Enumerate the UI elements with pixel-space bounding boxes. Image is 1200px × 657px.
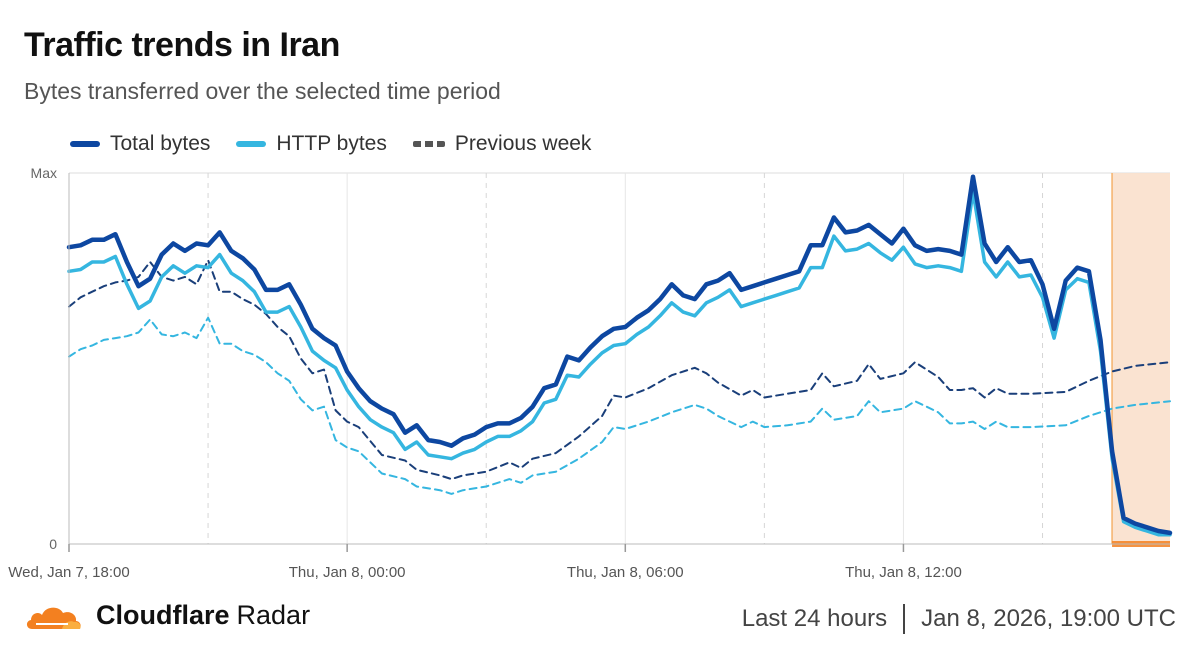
time-range-info: Last 24 hours Jan 8, 2026, 19:00 UTC — [742, 604, 1176, 634]
series-previous-http — [68, 316, 1171, 495]
y-tick-label-zero: 0 — [49, 536, 57, 552]
chart-subtitle: Bytes transferred over the selected time… — [24, 78, 501, 104]
highlight-band — [1112, 173, 1170, 544]
legend-label-previous: Previous week — [454, 132, 592, 155]
legend-label-total: Total bytes — [110, 132, 211, 155]
time-range-label: Last 24 hours — [741, 605, 888, 632]
brand-name: Cloudflare — [96, 600, 230, 630]
line-chart: Max 0 Wed, Jan 7, 18:00 Thu, Jan 8, 00:00 Th… — [8, 165, 1173, 581]
series-previous-total — [68, 259, 1171, 481]
chart-grid — [69, 172, 1170, 544]
legend-swatch-http — [236, 141, 267, 147]
legend-item-total-bytes[interactable]: Total bytes — [70, 132, 210, 156]
series-http-bytes — [67, 189, 1172, 537]
legend-item-previous-week[interactable]: Previous week — [412, 132, 592, 156]
legend: Total bytes HTTP bytes Previous week — [70, 132, 617, 156]
x-tick-label-0: Wed, Jan 7, 18:00 — [8, 564, 129, 581]
x-tick-label-2: Thu, Jan 8, 06:00 — [567, 564, 684, 581]
legend-swatch-total — [70, 141, 100, 147]
series-total-bytes — [66, 174, 1173, 536]
chart-highlight-region — [1111, 173, 1170, 547]
brand-product: Radar — [236, 600, 311, 630]
cloudflare-radar-brand[interactable]: Cloudflare Radar — [24, 600, 310, 631]
chart-series — [66, 174, 1173, 537]
separator — [903, 604, 906, 634]
legend-item-http-bytes[interactable]: HTTP bytes — [236, 132, 387, 156]
chart-axes: Max 0 Wed, Jan 7, 18:00 Thu, Jan 8, 00:00 Th… — [8, 165, 1170, 581]
x-tick-label-1: Thu, Jan 8, 00:00 — [289, 564, 406, 581]
legend-swatch-previous — [412, 141, 445, 147]
cloudflare-logo-icon — [26, 607, 81, 629]
y-tick-label-max: Max — [31, 165, 57, 181]
legend-label-http: HTTP bytes — [276, 132, 387, 155]
timestamp-label: Jan 8, 2026, 19:00 UTC — [921, 605, 1176, 632]
x-tick-label-3: Thu, Jan 8, 12:00 — [845, 564, 962, 581]
chart-title: Traffic trends in Iran — [24, 26, 340, 64]
